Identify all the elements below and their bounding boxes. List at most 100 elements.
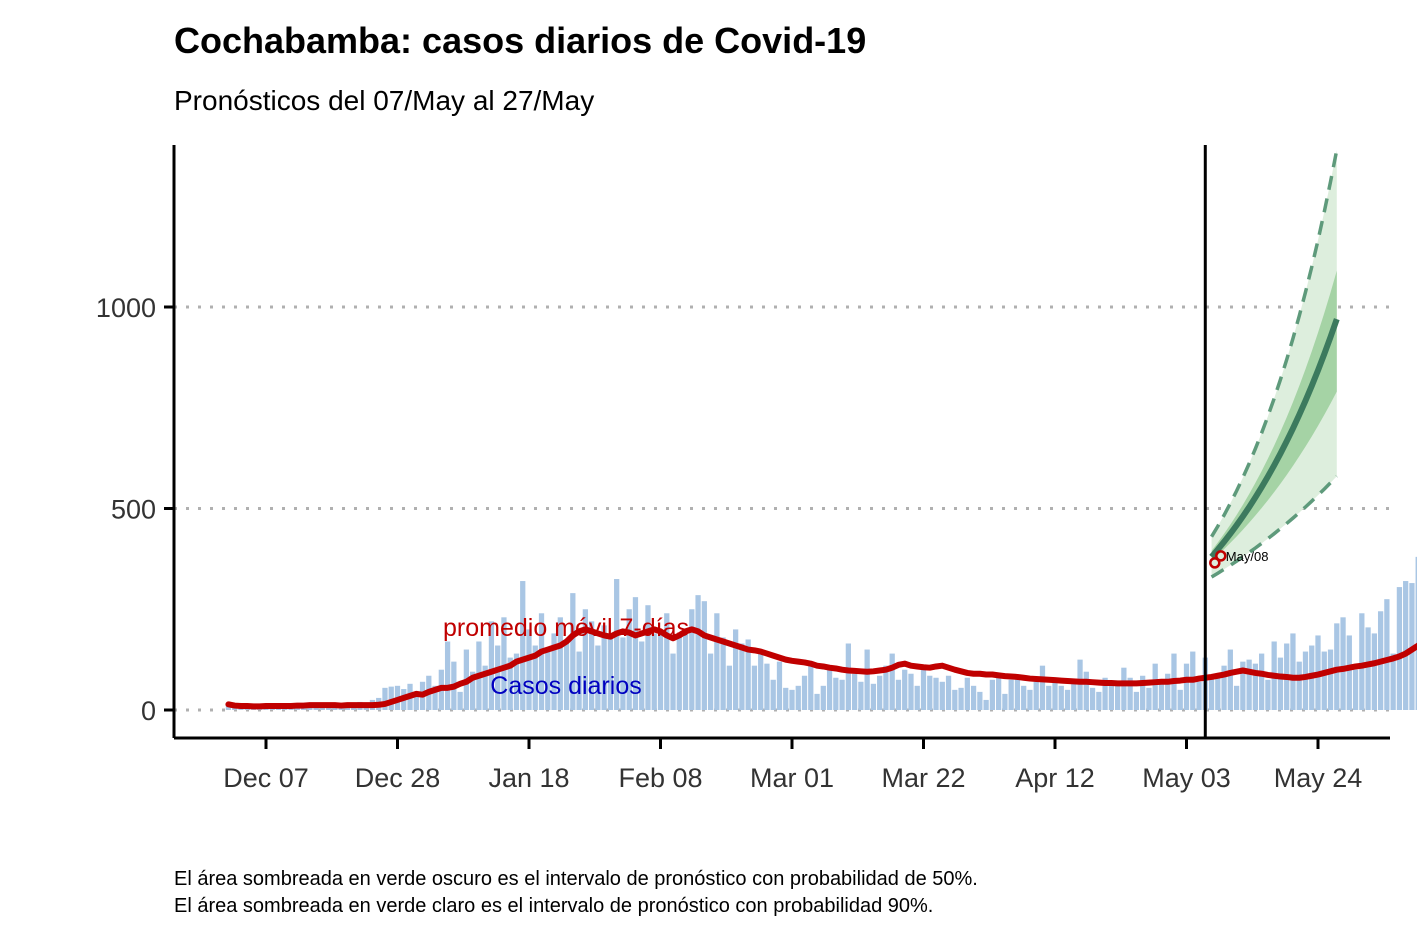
axes: 0 500 1000 Dec 07 Dec 28 Jan 18 Feb 08 Mar 01 Ma… bbox=[96, 145, 1390, 793]
bar-day-78 bbox=[751, 665, 758, 710]
x-tick-label-7: May 03 bbox=[1142, 763, 1231, 793]
bar-day-173 bbox=[1346, 635, 1352, 710]
bar-day-177 bbox=[1371, 633, 1377, 710]
bar-day-118 bbox=[1002, 693, 1008, 710]
may08-point-1 bbox=[1209, 557, 1221, 569]
bar-day-101 bbox=[895, 679, 902, 710]
bar-day-66 bbox=[676, 637, 682, 710]
bar-day-82 bbox=[776, 661, 783, 710]
bar-day-50 bbox=[576, 651, 582, 710]
forecast-upper-90-line bbox=[1210, 149, 1339, 538]
bar-day-158 bbox=[1252, 663, 1259, 710]
bar-day-159 bbox=[1259, 653, 1265, 710]
bar-day-100 bbox=[889, 653, 895, 710]
bar-day-80 bbox=[764, 663, 770, 710]
bar-day-71 bbox=[707, 653, 714, 710]
bar-day-109 bbox=[945, 675, 952, 710]
bar-day-97 bbox=[870, 683, 877, 710]
chart-title: Cochabamba: casos diarios de Covid-19 bbox=[174, 20, 867, 61]
bar-day-152 bbox=[1215, 673, 1221, 710]
bar-day-73 bbox=[720, 637, 726, 710]
x-tick-label-6: Apr 12 bbox=[1015, 763, 1095, 793]
bar-day-52 bbox=[588, 621, 595, 710]
rolling-average-series bbox=[225, 626, 1417, 710]
bar-day-31 bbox=[457, 691, 463, 710]
x-tick-label-8: May 24 bbox=[1274, 763, 1363, 793]
bar-day-131 bbox=[1083, 671, 1089, 710]
bar-day-140 bbox=[1140, 675, 1146, 710]
bar-day-128 bbox=[1064, 689, 1071, 710]
forecast-series bbox=[1209, 149, 1340, 579]
x-tick-label-0: Dec 07 bbox=[223, 763, 309, 793]
x-tick-label-2: Jan 18 bbox=[488, 763, 569, 793]
chart-subtitle: Pronósticos del 07/May al 27/May bbox=[174, 85, 595, 116]
bar-day-54 bbox=[601, 625, 607, 710]
bar-day-174 bbox=[1352, 669, 1359, 710]
bar-day-83 bbox=[783, 687, 789, 710]
bar-day-20 bbox=[388, 686, 394, 710]
bar-day-63 bbox=[657, 629, 664, 710]
bar-day-144 bbox=[1165, 673, 1171, 710]
bar-day-137 bbox=[1121, 667, 1127, 710]
bar-day-53 bbox=[595, 645, 601, 710]
bar-day-67 bbox=[682, 629, 689, 710]
bar-day-33 bbox=[470, 671, 476, 710]
bar-day-49 bbox=[570, 593, 576, 710]
forecast-median-line bbox=[1209, 318, 1340, 559]
rolling-average-line bbox=[225, 626, 1417, 710]
bar-day-45 bbox=[545, 649, 551, 710]
bar-day-119 bbox=[1008, 679, 1014, 710]
bar-day-169 bbox=[1321, 651, 1327, 710]
bar-day-117 bbox=[996, 673, 1002, 710]
bar-day-105 bbox=[920, 667, 927, 710]
bar-day-121 bbox=[1021, 685, 1027, 710]
bar-day-92 bbox=[839, 679, 845, 710]
bar-day-35 bbox=[482, 665, 488, 710]
forecast-lower-90-line bbox=[1210, 475, 1339, 579]
bar-day-64 bbox=[664, 613, 670, 710]
bar-day-36 bbox=[488, 621, 495, 710]
bar-day-58 bbox=[626, 609, 632, 710]
may08-point-label: May/08 bbox=[1226, 549, 1269, 564]
bar-day-155 bbox=[1233, 685, 1240, 710]
bar-day-81 bbox=[770, 679, 776, 710]
bar-day-136 bbox=[1114, 685, 1121, 710]
daily-cases-label: Casos diarios bbox=[490, 672, 641, 700]
bar-day-87 bbox=[808, 663, 814, 710]
bar-day-172 bbox=[1340, 617, 1346, 710]
x-tick-label-1: Dec 28 bbox=[355, 763, 441, 793]
bar-day-46 bbox=[551, 633, 557, 710]
annotations: promedio móvil 7-días Casos diarios May/08 bbox=[443, 549, 1268, 700]
bar-day-112 bbox=[964, 677, 970, 710]
bar-day-127 bbox=[1058, 685, 1064, 710]
bar-day-88 bbox=[814, 693, 820, 710]
bar-day-72 bbox=[714, 613, 720, 710]
bar-day-99 bbox=[883, 665, 889, 710]
bar-day-95 bbox=[858, 681, 864, 710]
bar-day-134 bbox=[1102, 677, 1108, 710]
bar-day-96 bbox=[864, 649, 870, 710]
bar-day-39 bbox=[507, 657, 513, 710]
bar-day-123 bbox=[1033, 681, 1039, 710]
bar-day-143 bbox=[1158, 679, 1165, 710]
bar-day-76 bbox=[739, 643, 745, 710]
bar-day-146 bbox=[1177, 689, 1183, 710]
bar-day-62 bbox=[651, 633, 657, 710]
bar-day-104 bbox=[914, 685, 920, 710]
bar-day-60 bbox=[639, 641, 645, 710]
bar-day-77 bbox=[745, 639, 751, 710]
bar-day-149 bbox=[1196, 681, 1202, 710]
bar-day-24 bbox=[413, 693, 419, 710]
bar-day-116 bbox=[989, 679, 996, 710]
bar-day-170 bbox=[1327, 649, 1334, 710]
bar-day-175 bbox=[1359, 613, 1365, 710]
bar-day-51 bbox=[582, 609, 588, 710]
forecast-band-90 bbox=[1211, 149, 1337, 578]
bar-day-156 bbox=[1240, 661, 1246, 710]
bar-day-166 bbox=[1302, 651, 1309, 710]
bar-day-42 bbox=[526, 629, 532, 710]
bar-day-84 bbox=[789, 689, 795, 710]
bar-day-59 bbox=[632, 597, 639, 710]
bar-day-126 bbox=[1052, 679, 1058, 710]
bar-day-153 bbox=[1221, 665, 1227, 710]
